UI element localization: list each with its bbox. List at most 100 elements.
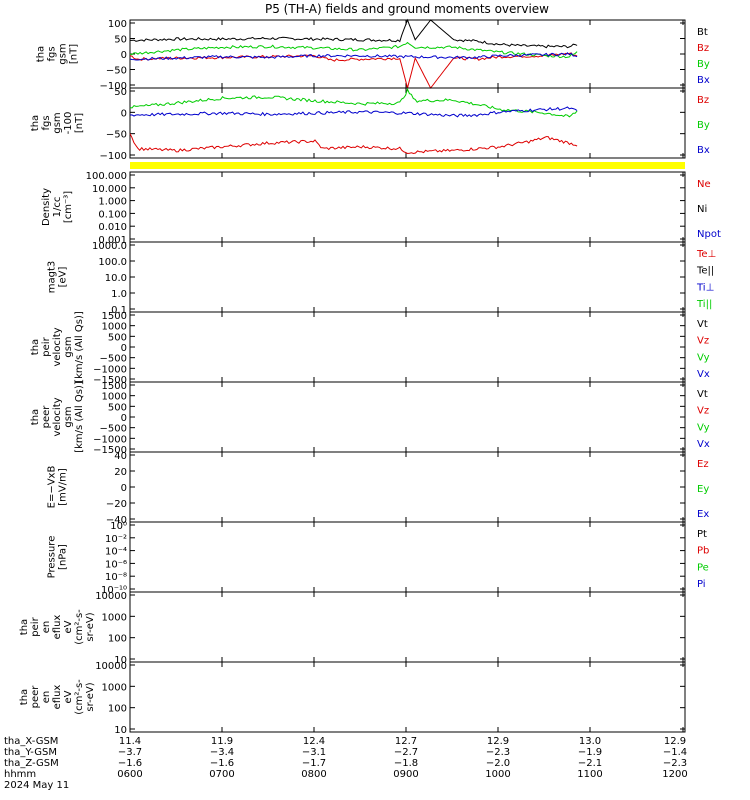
- panel-pressure: 10⁰ 10⁻² 10⁻⁴10⁻⁶ 10⁻⁸ 10⁻¹⁰ Pressure [nPa] Pt P…: [47, 521, 710, 596]
- y-tick-label: 10000: [95, 591, 127, 602]
- panel-density: 100.000 10.000 1.0000.100 0.010 0.001 Density…: [41, 171, 721, 246]
- y-axis-label-line: tha: [19, 689, 30, 705]
- y-tick-label: 10⁻¹⁰: [101, 585, 127, 596]
- y-axis-label-line: tha: [30, 339, 41, 355]
- y-tick-label: −100: [100, 151, 127, 162]
- legend-vx: Vx: [697, 369, 710, 380]
- footer-label: tha_Y-GSM: [4, 747, 57, 758]
- series-bz: [129, 133, 578, 155]
- legend-ti: Ti||: [696, 299, 712, 310]
- footer-value: −2.1: [578, 758, 602, 769]
- legend-vy: Vy: [697, 352, 710, 363]
- footer-value: 12.9: [487, 736, 509, 747]
- footer-value: −1.9: [578, 747, 602, 758]
- y-tick-label: −50: [106, 66, 127, 77]
- y-tick-label: 10⁻⁴: [105, 547, 127, 558]
- y-axis-label-line: sr-eV): [85, 682, 96, 711]
- y-axis-label-line: gsm: [52, 112, 63, 133]
- panel-frame: [129, 451, 686, 523]
- legend-te: Te⊥: [696, 249, 716, 260]
- y-tick-label: 1000: [102, 322, 127, 333]
- y-axis-label-line: [nT]: [74, 113, 85, 133]
- series-by: [129, 87, 578, 118]
- legend-bz: Bz: [697, 95, 709, 106]
- footer-value: −3.1: [302, 747, 326, 758]
- footer-value: −1.6: [118, 758, 142, 769]
- y-axis-label-line: fgs: [47, 46, 58, 61]
- legend-vz: Vz: [697, 336, 709, 347]
- legend-pt: Pt: [697, 529, 707, 540]
- series-bz: [129, 52, 578, 89]
- legend-bt: Bt: [697, 27, 708, 38]
- y-tick-label: 0: [121, 483, 127, 494]
- y-tick-label: 10⁻⁶: [105, 559, 127, 570]
- footer-value: −1.7: [302, 758, 326, 769]
- y-axis-label: tha peer velocity gsm [km/s (All Qs)]: [30, 381, 85, 453]
- y-axis-label: Density 1/cc [cm⁻³]: [41, 188, 74, 226]
- y-tick-label: 1000: [102, 682, 127, 693]
- legend-by: By: [697, 120, 710, 131]
- y-axis-label-line: magt3: [47, 261, 58, 294]
- y-tick-label: 10.000: [92, 184, 127, 195]
- y-tick-label: 20: [114, 467, 127, 478]
- footer-value: 0700: [209, 769, 234, 780]
- y-tick-label: −500: [100, 424, 127, 435]
- legend-npot: Npot: [697, 229, 721, 240]
- y-axis-label-line: eV: [63, 620, 74, 633]
- footer-value: −1.8: [394, 758, 418, 769]
- footer-value: 1100: [577, 769, 602, 780]
- y-tick-label: −1500: [93, 445, 127, 456]
- panel-frame: [129, 521, 686, 593]
- y-tick-label: 1000: [102, 612, 127, 623]
- panel-efield: 40 20 0 −20 −40 E=−VxB [mV/m] Ez Ey Ex: [47, 451, 710, 526]
- panel-fgs_gsm: 100 50 0 −50 −100 tha fgs gsm [nT] Bt Bz By Bx: [36, 18, 710, 92]
- footer-value: 0600: [117, 769, 142, 780]
- y-axis-label-line: [mV/m]: [58, 468, 69, 506]
- y-tick-label: −1500: [93, 375, 127, 386]
- y-axis-label-line: en: [41, 691, 52, 704]
- y-axis-label: tha fgs gsm -100 [nT]: [30, 112, 85, 135]
- y-tick-label: 100: [108, 634, 127, 645]
- y-tick-label: 100.000: [86, 171, 127, 182]
- panel-fgs_gsm_rot: 50 0 −50 −100 tha fgs gsm -100 [nT] Bz By Bx: [30, 87, 710, 162]
- y-axis-label: E=−VxB [mV/m]: [47, 466, 69, 509]
- series-bt: [130, 18, 578, 49]
- y-tick-label: 500: [108, 402, 127, 413]
- legend-vx: Vx: [697, 439, 710, 450]
- y-axis-label-line: [eV]: [58, 267, 69, 288]
- y-axis-label-line: gsm: [58, 43, 69, 64]
- footer-value: 12.7: [395, 736, 417, 747]
- y-axis-label-line: 1/cc: [52, 197, 63, 218]
- y-tick-label: 0.010: [98, 222, 127, 233]
- y-axis-label-line: velocity: [52, 327, 63, 366]
- panel-frame: [129, 171, 686, 243]
- legend-ex: Ex: [697, 509, 709, 520]
- y-tick-label: 1.000: [98, 197, 127, 208]
- y-tick-label: 0.001: [98, 235, 127, 246]
- y-axis-label-line: eflux: [52, 685, 63, 710]
- footer-value: 12.9: [664, 736, 686, 747]
- legend-vy: Vy: [697, 422, 710, 433]
- y-tick-label: −40: [106, 515, 127, 526]
- legend-bx: Bx: [697, 75, 710, 86]
- y-tick-label: −100: [100, 81, 127, 92]
- y-axis-label-line: [km/s (All Qs)]: [74, 311, 85, 383]
- y-axis-label: tha peer en eflux eV (cm²-s-sr-eV): [19, 679, 96, 715]
- y-tick-label: 0.100: [98, 209, 127, 220]
- footer-value: 13.0: [579, 736, 601, 747]
- panel-frame: [129, 381, 686, 453]
- footer-value: −3.4: [210, 747, 234, 758]
- legend-vz: Vz: [697, 406, 709, 417]
- y-tick-label: −50: [106, 130, 127, 141]
- y-axis-label-line: tha: [36, 46, 47, 62]
- footer-value: 11.9: [211, 736, 233, 747]
- footer-label: tha_X-GSM: [4, 736, 58, 747]
- y-axis-label-line: gsm: [63, 406, 74, 427]
- legend-vt: Vt: [697, 319, 708, 330]
- legend-ne: Ne: [697, 179, 711, 190]
- y-axis-label-line: Pressure: [47, 536, 58, 579]
- footer-value: −2.3: [663, 758, 687, 769]
- panel-frame: [129, 591, 686, 663]
- y-tick-label: 10: [114, 655, 127, 666]
